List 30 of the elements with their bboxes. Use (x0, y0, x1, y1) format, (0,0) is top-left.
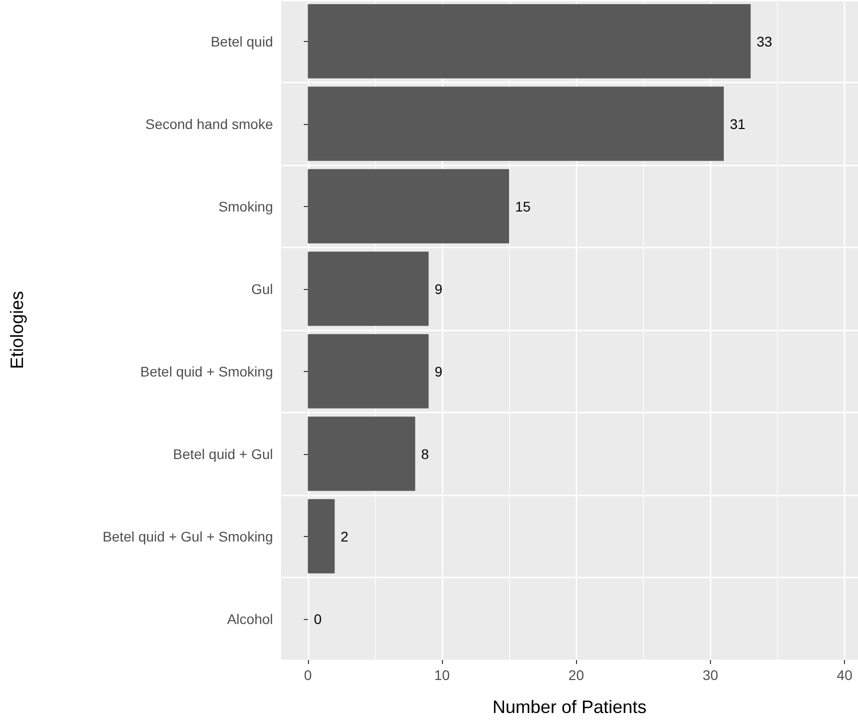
bar (308, 169, 510, 244)
x-tick-label: 20 (568, 667, 584, 683)
data-label: 15 (515, 198, 531, 214)
data-label: 9 (434, 363, 443, 380)
x-tick-label: 10 (434, 667, 450, 683)
x-axis-title: Number of Patients (492, 697, 647, 717)
data-label: 8 (421, 446, 430, 462)
bar (308, 416, 416, 491)
y-tick-label: Betel quid + Gul (172, 446, 273, 462)
data-label: 31 (730, 116, 746, 132)
y-tick-label: Alcohol (227, 610, 273, 627)
y-tick-label: Smoking (218, 198, 273, 214)
data-label: 0 (314, 610, 322, 627)
bar (308, 334, 429, 408)
x-tick-label: 30 (702, 667, 718, 683)
x-tick-label: 0 (304, 667, 312, 683)
bar (308, 499, 335, 574)
bar (308, 252, 429, 326)
y-axis-title: Etiologies (7, 290, 27, 370)
y-tick-label: Second hand smoke (145, 116, 274, 132)
y-tick-label: Gul (251, 280, 273, 297)
data-label: 9 (434, 280, 443, 297)
bar (308, 86, 724, 161)
x-tick-label: 40 (836, 667, 853, 683)
y-tick-label: Betel quid + Gul + Smoking (102, 528, 273, 544)
data-label: 33 (756, 33, 772, 50)
bar (308, 4, 751, 78)
y-tick-label: Betel quid + Smoking (140, 363, 273, 380)
y-tick-label: Betel quid (210, 33, 273, 50)
data-label: 2 (340, 528, 349, 544)
